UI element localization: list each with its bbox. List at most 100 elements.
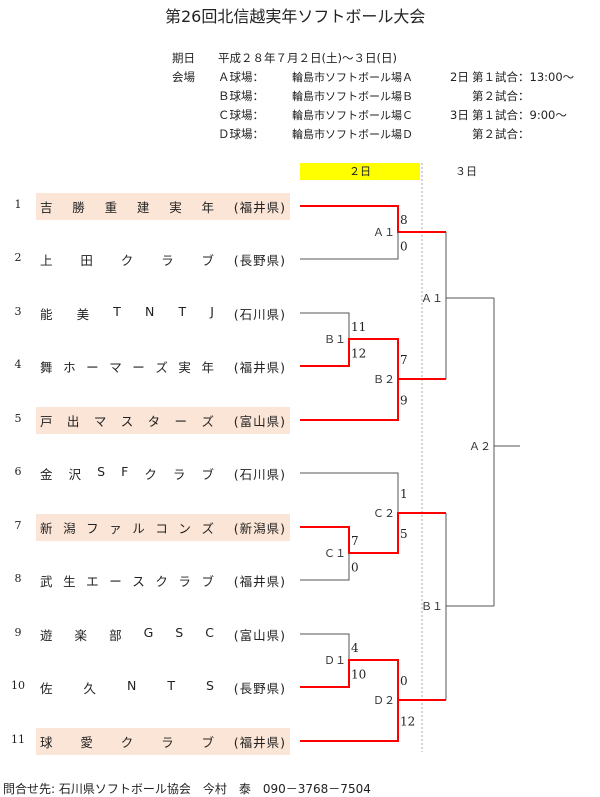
schedule-day: 3日 (450, 108, 469, 122)
team-name-char: 新 (40, 521, 53, 536)
team-name-char: N (145, 304, 155, 319)
team-number: 7 (14, 519, 22, 532)
team-name-char: ー (109, 574, 122, 589)
team-name-char: 出 (66, 414, 80, 429)
match-label: Ｃ２ (373, 507, 395, 520)
match-label: Ｄ１ (324, 654, 346, 667)
team-name-char: フ (86, 521, 99, 536)
team-number: 5 (14, 412, 22, 425)
winner-path (300, 699, 446, 742)
team-name-char: 田 (80, 253, 93, 268)
team-entry: 球 愛 ク ラ ブ (福井県) (36, 728, 290, 755)
team-name-char: 佐 (40, 681, 53, 696)
team-name-char: 勝 (72, 200, 85, 215)
team-name-char: ァ (109, 521, 122, 536)
team-name: 戸出マスターズ (40, 411, 214, 430)
team-prefecture: (富山県) (233, 628, 286, 643)
team-name-char: ク (120, 735, 134, 750)
team-prefecture: (福井県) (233, 574, 286, 589)
bracket-line (300, 633, 350, 660)
score-top: 7 (400, 353, 408, 367)
team-name-char: 美 (76, 307, 90, 322)
score-bottom: 5 (400, 527, 408, 541)
team-name-char: ホ (63, 360, 76, 375)
schedule-game: 第１試合：13:00～ (472, 70, 575, 84)
venue-field: Ｃ球場： (218, 108, 264, 122)
team-number: 2 (14, 251, 22, 264)
day3-header: ３日 (455, 165, 477, 178)
team-entry: 遊 楽 部 G S C (富山県) (36, 621, 290, 648)
team-name-char: 重 (104, 200, 118, 215)
match-label: Ｄ２ (373, 694, 395, 707)
team-name-char: G (143, 625, 154, 640)
match-label: Ａ１ (373, 226, 395, 239)
day2-header: ２日 (300, 163, 420, 180)
match-label: Ａ１ (421, 292, 443, 305)
team-entry: 能 美 T N T J (石川県) (36, 300, 290, 327)
winner-path (300, 512, 446, 554)
schedule-day: 2日 (450, 70, 469, 84)
bracket-line (300, 232, 399, 260)
team-name-char: 沢 (68, 467, 82, 482)
team-name-char: ク (155, 574, 168, 589)
team-name-char: T (113, 304, 121, 319)
contact-footer: 問合せ先: 石川県ソフトボール協会 今村 泰 090－3768－7504 (3, 782, 371, 796)
team-name-char: ー (132, 360, 145, 375)
team-name-char: 遊 (40, 628, 53, 643)
team-number: 10 (11, 679, 25, 692)
team-name-char: マ (93, 414, 107, 429)
team-number: 8 (14, 572, 22, 585)
team-name-char: 年 (201, 200, 214, 215)
venue-name: 輪島市ソフトボール場Ｂ (292, 90, 413, 103)
team-prefecture: (富山県) (233, 414, 286, 429)
team-number: 3 (14, 305, 22, 318)
team-name-char: 生 (63, 574, 76, 589)
team-name-char: S (175, 625, 184, 640)
team-name-char: ク (144, 467, 157, 482)
team-number: 1 (14, 198, 22, 211)
score-bottom: 0 (400, 240, 408, 254)
team-name-char: ズ (201, 521, 214, 536)
team-name-char: タ (147, 414, 161, 429)
team-name-char: ブ (201, 735, 214, 750)
team-name-char: ブ (201, 574, 214, 589)
team-name-char: T (178, 304, 187, 319)
venue-field: Ｂ球場： (218, 89, 264, 103)
team-name-char: 久 (83, 681, 97, 696)
team-name-char: ス (120, 414, 134, 429)
team-name-char: 潟 (63, 521, 76, 536)
match-label: Ａ２ (469, 440, 491, 453)
team-name-char: 年 (201, 360, 214, 375)
match-label: Ｃ１ (324, 547, 346, 560)
venue-name: 輪島市ソフトボール場Ｃ (292, 109, 413, 122)
team-number: 6 (14, 465, 22, 478)
team-prefecture: (石川県) (233, 307, 286, 322)
team-name-char: 建 (136, 200, 150, 215)
team-name-char: ー (86, 360, 99, 375)
team-name-char: 愛 (80, 735, 93, 750)
score-bottom: 12 (351, 347, 366, 361)
team-name-char: 戸 (40, 414, 53, 429)
team-entry: 新潟ファルコンズ (新潟県) (36, 514, 290, 541)
team-entry: 武生エースクラブ (福井県) (36, 567, 290, 594)
team-prefecture: (長野県) (233, 681, 286, 696)
team-name-char: ス (132, 574, 145, 589)
team-name: 武生エースクラブ (40, 571, 214, 590)
schedule-game: 第２試合： (472, 127, 530, 141)
team-entry: 舞ホーマーズ実年 (福井県) (36, 353, 290, 380)
team-name-char: マ (109, 360, 122, 375)
score-top: 11 (351, 320, 366, 334)
team-name-char: 楽 (74, 628, 88, 643)
team-entry: 吉 勝 重 建 実 年 (福井県) (36, 193, 290, 220)
match-label: Ｂ２ (373, 373, 395, 386)
winner-path (300, 379, 399, 421)
score-bottom: 0 (351, 561, 359, 575)
team-entry: 上 田 ク ラ ブ (長野県) (36, 246, 290, 273)
team-name-char: 実 (169, 200, 182, 215)
team-name-char: T (167, 678, 176, 693)
team-name: 舞ホーマーズ実年 (40, 357, 214, 376)
team-name-char: コ (155, 521, 168, 536)
match-label: Ｂ１ (324, 333, 346, 346)
